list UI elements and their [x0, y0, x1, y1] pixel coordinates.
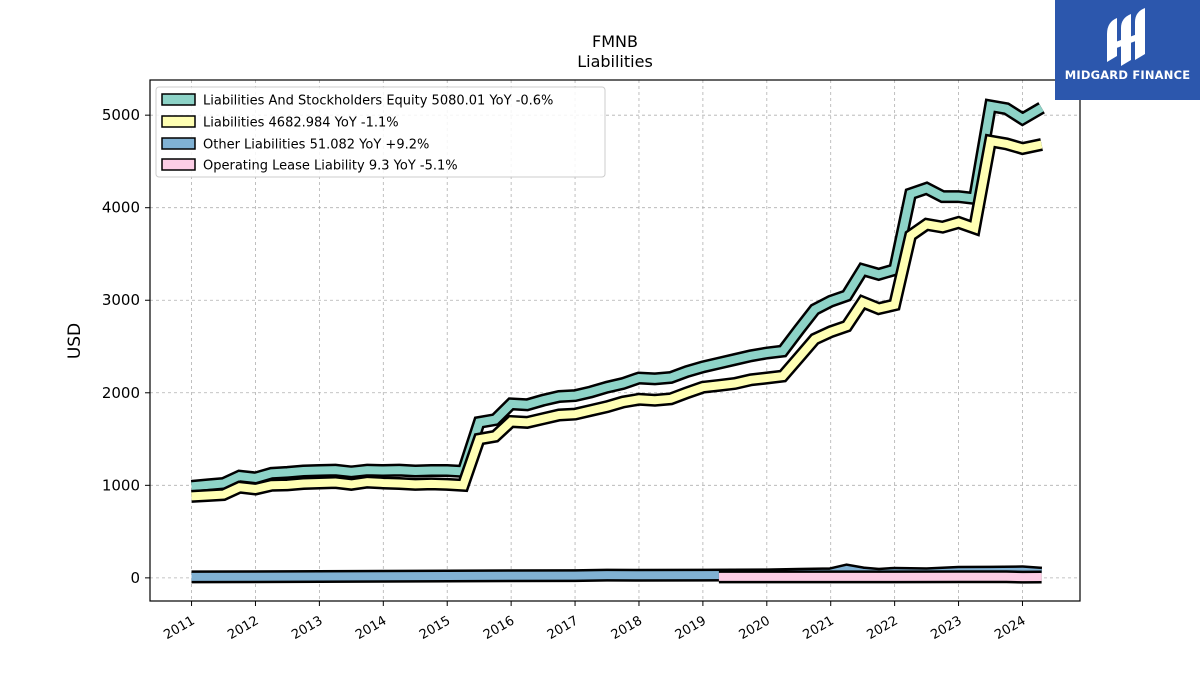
- series-line-liabilities: [191, 136, 1043, 501]
- y-tick-label: 0: [130, 569, 140, 587]
- x-tick-label: 2023: [928, 613, 964, 643]
- legend-swatch-equity: [161, 93, 196, 106]
- x-tick-label: 2012: [225, 613, 261, 643]
- legend-item-equity: Liabilities And Stockholders Equity 5080…: [161, 93, 553, 109]
- y-tick-label: 4000: [102, 199, 140, 217]
- legend-label-equity: Liabilities And Stockholders Equity 5080…: [203, 94, 553, 109]
- x-tick-label: 2021: [801, 613, 837, 643]
- y-tick-label: 5000: [102, 106, 140, 124]
- x-tick-label: 2024: [992, 613, 1028, 643]
- x-tick-label: 2016: [481, 613, 517, 643]
- x-tick-label: 2014: [353, 613, 389, 643]
- series-line-liabilities-and-stockholders-equity: [191, 101, 1044, 491]
- axis-ticks: 0 1000 2000 3000 4000 5000 2011 2012 2013 2014 201…: [102, 106, 1029, 643]
- chart-subtitle: Liabilities: [577, 52, 653, 71]
- legend-swatch-operating-lease: [161, 158, 196, 171]
- legend-label-other-liabilities: Other Liabilities 51.082 YoY +9.2%: [203, 138, 429, 153]
- midgard-logo-icon: [1107, 8, 1145, 66]
- legend-swatch-other-liabilities: [161, 137, 196, 150]
- x-tick-label: 2017: [545, 613, 581, 643]
- plot-frame: [149, 79, 1081, 602]
- x-tick-label: 2015: [417, 613, 453, 643]
- y-axis-label: USD: [65, 323, 85, 359]
- legend-label-operating-lease: Operating Lease Liability 9.3 YoY -5.1%: [203, 159, 458, 174]
- legend-box: [155, 86, 606, 178]
- brand-logo: MIDGARD FINANCE: [1055, 0, 1200, 100]
- legend-label-liabilities: Liabilities 4682.984 YoY -1.1%: [203, 116, 399, 131]
- y-tick-label: 2000: [102, 384, 140, 402]
- chart-title: FMNB: [592, 32, 638, 51]
- series-lines: [190, 98, 1045, 584]
- x-tick-label: 2011: [161, 613, 197, 643]
- y-tick-label: 1000: [102, 476, 140, 494]
- legend: Liabilities And Stockholders Equity 5080…: [155, 86, 606, 178]
- legend-swatch-liabilities: [161, 115, 196, 128]
- brand-name: MIDGARD FINANCE: [1064, 68, 1191, 82]
- x-tick-label: 2020: [737, 613, 773, 643]
- legend-item-operating-lease: Operating Lease Liability 9.3 YoY -5.1%: [161, 158, 458, 174]
- x-tick-label: 2019: [673, 613, 709, 643]
- x-tick-label: 2022: [864, 613, 900, 643]
- x-tick-label: 2018: [609, 613, 645, 643]
- legend-item-other-liabilities: Other Liabilities 51.082 YoY +9.2%: [161, 137, 429, 153]
- x-tick-label: 2013: [289, 613, 325, 643]
- y-tick-label: 3000: [102, 291, 140, 309]
- legend-item-liabilities: Liabilities 4682.984 YoY -1.1%: [161, 115, 399, 131]
